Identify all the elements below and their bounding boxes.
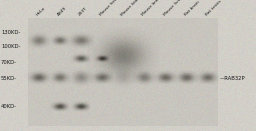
Text: HeLa: HeLa [36,6,46,17]
Text: 293T: 293T [78,6,89,17]
Text: Mouse heart: Mouse heart [99,0,121,17]
Text: AS49: AS49 [57,6,68,17]
Text: 40KD-: 40KD- [1,105,17,110]
Text: Mouse kidney: Mouse kidney [120,0,144,17]
Text: Mouse brain: Mouse brain [141,0,163,17]
Text: Rat testis: Rat testis [205,0,222,17]
Text: 70KD-: 70KD- [1,59,17,64]
Text: Rat brain: Rat brain [184,0,200,17]
Text: 55KD-: 55KD- [1,75,17,81]
Text: 100KD-: 100KD- [1,43,20,48]
Text: —RAB32P: —RAB32P [220,75,246,81]
Text: Mouse liver: Mouse liver [162,0,183,17]
Text: 130KD-: 130KD- [1,31,20,36]
